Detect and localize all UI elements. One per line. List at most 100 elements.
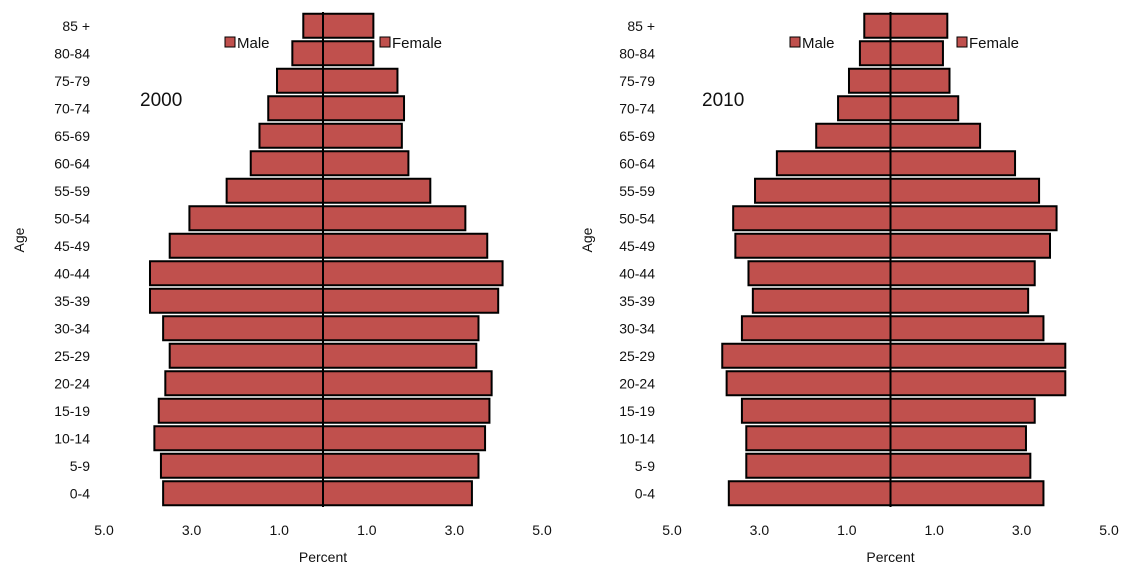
age-tick-label: 85 + <box>62 18 90 34</box>
y-axis-title: Age <box>11 227 27 252</box>
bar-female-6569 <box>322 122 403 149</box>
age-tick-label: 50-54 <box>54 210 90 226</box>
age-tick-label: 40-44 <box>619 265 655 281</box>
bar-male-2024 <box>164 370 324 397</box>
bar-female-8084 <box>889 40 944 67</box>
x-axis-title: Percent <box>299 549 347 565</box>
bar-female-4549 <box>322 232 489 259</box>
age-tick-label: 45-49 <box>54 238 90 254</box>
x-tick-label: 5.0 <box>94 522 114 538</box>
age-tick-label: 70-74 <box>619 100 655 116</box>
legend-label: Female <box>969 35 1019 52</box>
bar-female-3034 <box>889 315 1045 342</box>
bar-female-6064 <box>322 150 410 177</box>
age-tick-label: 80-84 <box>54 45 90 61</box>
bar-male-4549 <box>168 232 324 259</box>
age-tick-label: 20-24 <box>54 375 90 391</box>
age-tick-label: 5-9 <box>635 458 655 474</box>
bar-female-2529 <box>889 342 1067 369</box>
bar-male-5054 <box>732 205 892 232</box>
age-tick-label: 40-44 <box>54 265 90 281</box>
bar-male-4549 <box>734 232 892 259</box>
bar-female-4549 <box>889 232 1052 259</box>
bar-female-4044 <box>322 260 504 287</box>
bar-female-6569 <box>889 122 982 149</box>
x-tick-label: 1.0 <box>837 522 857 538</box>
age-tick-label: 30-34 <box>619 320 655 336</box>
x-tick-label: 5.0 <box>532 522 552 538</box>
age-tick-label: 55-59 <box>54 183 90 199</box>
bar-male-3539 <box>751 287 892 314</box>
bar-female-3034 <box>322 315 480 342</box>
age-tick-label: 5-9 <box>70 458 90 474</box>
age-tick-label: 30-34 <box>54 320 90 336</box>
bar-male-5559 <box>754 177 892 204</box>
legend-swatch <box>956 36 968 48</box>
bar-female-5054 <box>889 205 1058 232</box>
bar-male-4044 <box>747 260 892 287</box>
age-tick-label: 15-19 <box>54 403 90 419</box>
age-tick-label: 35-39 <box>619 293 655 309</box>
legend-item-male: Male <box>789 35 835 52</box>
bar-male-3034 <box>740 315 892 342</box>
bar-female-04 <box>889 480 1045 507</box>
age-tick-label: 20-24 <box>619 375 655 391</box>
bar-male-2529 <box>168 342 324 369</box>
x-tick-label: 1.0 <box>269 522 289 538</box>
pyramid-chart-2000: 85 + 80-84 75-79 70-74 65-69 60-64 55-59 50-54 4… <box>11 12 552 565</box>
legend-label: Female <box>392 35 442 52</box>
age-tick-label: 15-19 <box>619 403 655 419</box>
bar-male-2024 <box>725 370 892 397</box>
bar-male-1014 <box>745 425 892 452</box>
age-tick-label: 50-54 <box>619 210 655 226</box>
bar-male-04 <box>727 480 892 507</box>
bar-female-5559 <box>322 177 432 204</box>
bar-female-1519 <box>322 397 491 424</box>
bar-female-8084 <box>322 40 375 67</box>
bar-male-1014 <box>153 425 324 452</box>
age-tick-label: 60-64 <box>619 155 655 171</box>
bar-male-3034 <box>162 315 324 342</box>
age-tick-label: 0-4 <box>635 485 655 501</box>
age-tick-label: 85 + <box>627 18 655 34</box>
bar-female-2024 <box>322 370 493 397</box>
age-tick-label: 65-69 <box>619 128 655 144</box>
bar-male-5559 <box>225 177 324 204</box>
age-tick-label: 65-69 <box>54 128 90 144</box>
bar-male-6569 <box>258 122 324 149</box>
age-tick-label: 10-14 <box>54 430 90 446</box>
x-tick-label: 5.0 <box>1099 522 1119 538</box>
age-tick-label: 75-79 <box>619 73 655 89</box>
bar-female-1519 <box>889 397 1036 424</box>
x-tick-label: 5.0 <box>662 522 682 538</box>
x-tick-label: 3.0 <box>750 522 770 538</box>
bar-male-7579 <box>847 67 892 94</box>
bar-female-5559 <box>889 177 1041 204</box>
bar-female-1014 <box>322 425 487 452</box>
bar-female-5054 <box>322 205 467 232</box>
bar-female-3539 <box>889 287 1030 314</box>
legend-label: Male <box>237 35 270 52</box>
bar-male-59 <box>159 452 324 479</box>
bar-male-7074 <box>837 95 892 122</box>
x-tick-label: 3.0 <box>445 522 465 538</box>
bar-male-7579 <box>276 67 325 94</box>
bar-female-7579 <box>889 67 951 94</box>
bar-male-6064 <box>775 150 892 177</box>
bar-male-4044 <box>148 260 324 287</box>
bar-female-85 <box>889 12 949 39</box>
legend-label: Male <box>802 35 835 52</box>
bar-female-04 <box>322 480 473 507</box>
age-tick-label: 55-59 <box>619 183 655 199</box>
bar-female-7579 <box>322 67 399 94</box>
bar-female-2024 <box>889 370 1067 397</box>
age-tick-label: 10-14 <box>619 430 655 446</box>
bar-male-04 <box>162 480 324 507</box>
bar-male-6064 <box>249 150 324 177</box>
bar-male-1519 <box>157 397 324 424</box>
year-label: 2000 <box>140 90 182 111</box>
bar-male-1519 <box>740 397 892 424</box>
x-tick-label: 3.0 <box>182 522 202 538</box>
bar-male-6569 <box>815 122 892 149</box>
x-axis-title: Percent <box>866 549 914 565</box>
